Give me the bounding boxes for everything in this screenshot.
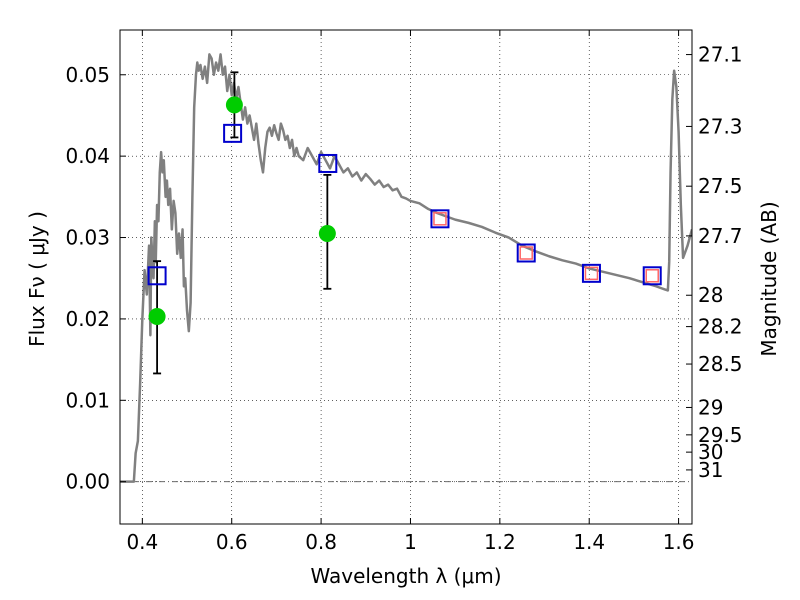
sed-model-layer xyxy=(120,53,692,483)
y-tick-label: 0.05 xyxy=(65,63,110,87)
model-photometry-square xyxy=(223,123,243,143)
measured-point-square xyxy=(433,212,447,226)
ticks: 0.4 0.6 0.8 1 1.2 1.4 1.6 0.00 0.01 0.02 0.03 0.04 0… xyxy=(65,30,743,554)
model-photometry-square xyxy=(318,153,338,173)
y-tick-label: 0.04 xyxy=(65,144,110,168)
magnitude-tick-label: 27.7 xyxy=(698,224,743,248)
sed-model-line xyxy=(120,53,692,483)
magnitude-tick-label: 28 xyxy=(698,283,723,307)
y-tick-label: 0.03 xyxy=(65,226,110,250)
right-y-axis-label: Magnitude (AB) xyxy=(757,201,781,356)
magnitude-tick-label: 29.5 xyxy=(698,423,743,447)
model-photometry-square xyxy=(581,263,601,283)
observed-point xyxy=(318,224,336,242)
plot-frame xyxy=(119,29,693,525)
y-axis-label: Flux Fν ( μJy ) xyxy=(25,211,49,347)
measured-point-square xyxy=(519,246,533,260)
model-photometry-square xyxy=(147,266,167,286)
x-tick-label: 0.4 xyxy=(126,530,158,554)
measured-point-square xyxy=(645,269,659,283)
model-photometry-square xyxy=(516,243,536,263)
magnitude-tick-label: 29 xyxy=(698,395,723,419)
model-photometry-square xyxy=(430,209,450,229)
photometry-layer xyxy=(147,71,662,375)
x-tick-label: 1 xyxy=(404,530,417,554)
observed-point xyxy=(225,96,243,114)
y-tick-label: 0.02 xyxy=(65,307,110,331)
y-tick-label: 0.01 xyxy=(65,388,110,412)
grid xyxy=(120,30,692,524)
magnitude-tick-label: 28.5 xyxy=(698,352,743,376)
x-tick-label: 0.6 xyxy=(216,530,248,554)
y-tick-label: 0.00 xyxy=(65,470,110,494)
magnitude-tick-label: 28.2 xyxy=(698,315,743,339)
observed-point xyxy=(148,307,166,325)
measured-point-square xyxy=(584,266,599,281)
x-tick-label: 1.6 xyxy=(663,530,695,554)
magnitude-tick-label: 27.3 xyxy=(698,114,743,138)
magnitude-tick-label: 27.1 xyxy=(698,43,743,67)
x-tick-label: 1.2 xyxy=(484,530,516,554)
magnitude-tick-label: 31 xyxy=(698,458,723,482)
magnitude-tick-label: 30 xyxy=(698,440,723,464)
x-tick-label: 1.4 xyxy=(573,530,605,554)
x-axis-label: Wavelength λ (μm) xyxy=(310,564,501,588)
model-photometry-square xyxy=(642,266,662,286)
magnitude-tick-label: 27.5 xyxy=(698,174,743,198)
x-tick-label: 0.8 xyxy=(305,530,337,554)
